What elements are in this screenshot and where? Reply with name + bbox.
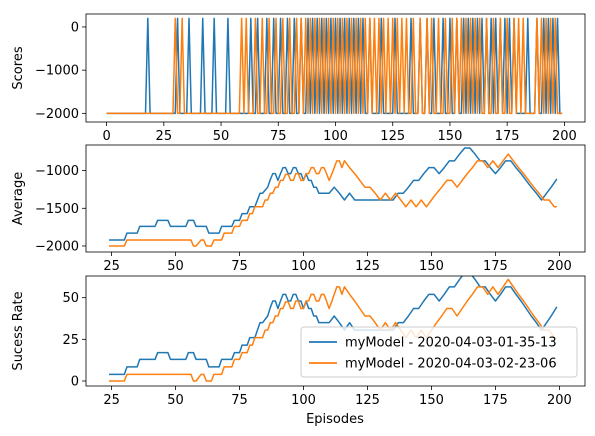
y-tick-label: −1000 — [35, 164, 79, 179]
x-tick-label: 25 — [156, 129, 173, 144]
y-axis-label: Sucess Rate — [11, 291, 26, 370]
x-tick-label: 75 — [231, 393, 248, 408]
legend: myModel - 2020-04-03-01-35-13 myModel - 2… — [301, 327, 577, 377]
x-tick-label: 100 — [291, 259, 316, 274]
x-tick-label: 75 — [231, 259, 248, 274]
y-tick-label: −1500 — [35, 202, 79, 217]
x-tick-label: 125 — [380, 129, 405, 144]
x-tick-label: 200 — [552, 129, 577, 144]
x-tick-label: 150 — [438, 129, 463, 144]
x-tick-label: 75 — [270, 129, 287, 144]
y-tick-label: −2000 — [35, 107, 79, 122]
x-tick-label: 50 — [213, 129, 230, 144]
x-tick-label: 25 — [103, 259, 120, 274]
x-tick-label: 175 — [483, 393, 508, 408]
scores-panel: 0 25 50 75 100 125 150 175 200 0 −1000 −2000 Scores — [11, 14, 585, 144]
y-tick-label: −2000 — [35, 239, 79, 254]
x-tick-label: 175 — [495, 129, 520, 144]
x-tick-label: 125 — [355, 259, 380, 274]
x-tick-label: 100 — [323, 129, 348, 144]
x-tick-label: 50 — [167, 393, 184, 408]
x-axis-label-episodes: Episodes — [306, 412, 364, 427]
x-tick-label: 50 — [167, 259, 184, 274]
x-tick-label: 100 — [291, 393, 316, 408]
x-tick-label: 150 — [419, 259, 444, 274]
legend-label-1: myModel - 2020-04-03-01-35-13 — [345, 336, 557, 351]
x-tick-label: 125 — [355, 393, 380, 408]
y-tick-label: −1000 — [35, 64, 79, 79]
y-tick-label: 50 — [62, 291, 79, 306]
x-tick-label: 200 — [547, 259, 572, 274]
average-panel: 25 50 75 100 125 150 175 200 −1000 −1500 −2000 Aver… — [11, 145, 585, 274]
x-tick-label: 150 — [419, 393, 444, 408]
x-tick-label: 200 — [547, 393, 572, 408]
x-tick-label: 0 — [102, 129, 110, 144]
y-axis-label: Scores — [11, 46, 26, 89]
y-tick-label: 0 — [71, 20, 79, 35]
series-line-1 — [109, 148, 557, 240]
y-axis-label: Average — [11, 172, 26, 225]
y-tick-label: 25 — [62, 333, 79, 348]
x-tick-label: 25 — [103, 393, 120, 408]
legend-label-2: myModel - 2020-04-03-02-23-06 — [345, 357, 557, 372]
y-tick-label: 0 — [71, 375, 79, 390]
x-tick-label: 175 — [483, 259, 508, 274]
